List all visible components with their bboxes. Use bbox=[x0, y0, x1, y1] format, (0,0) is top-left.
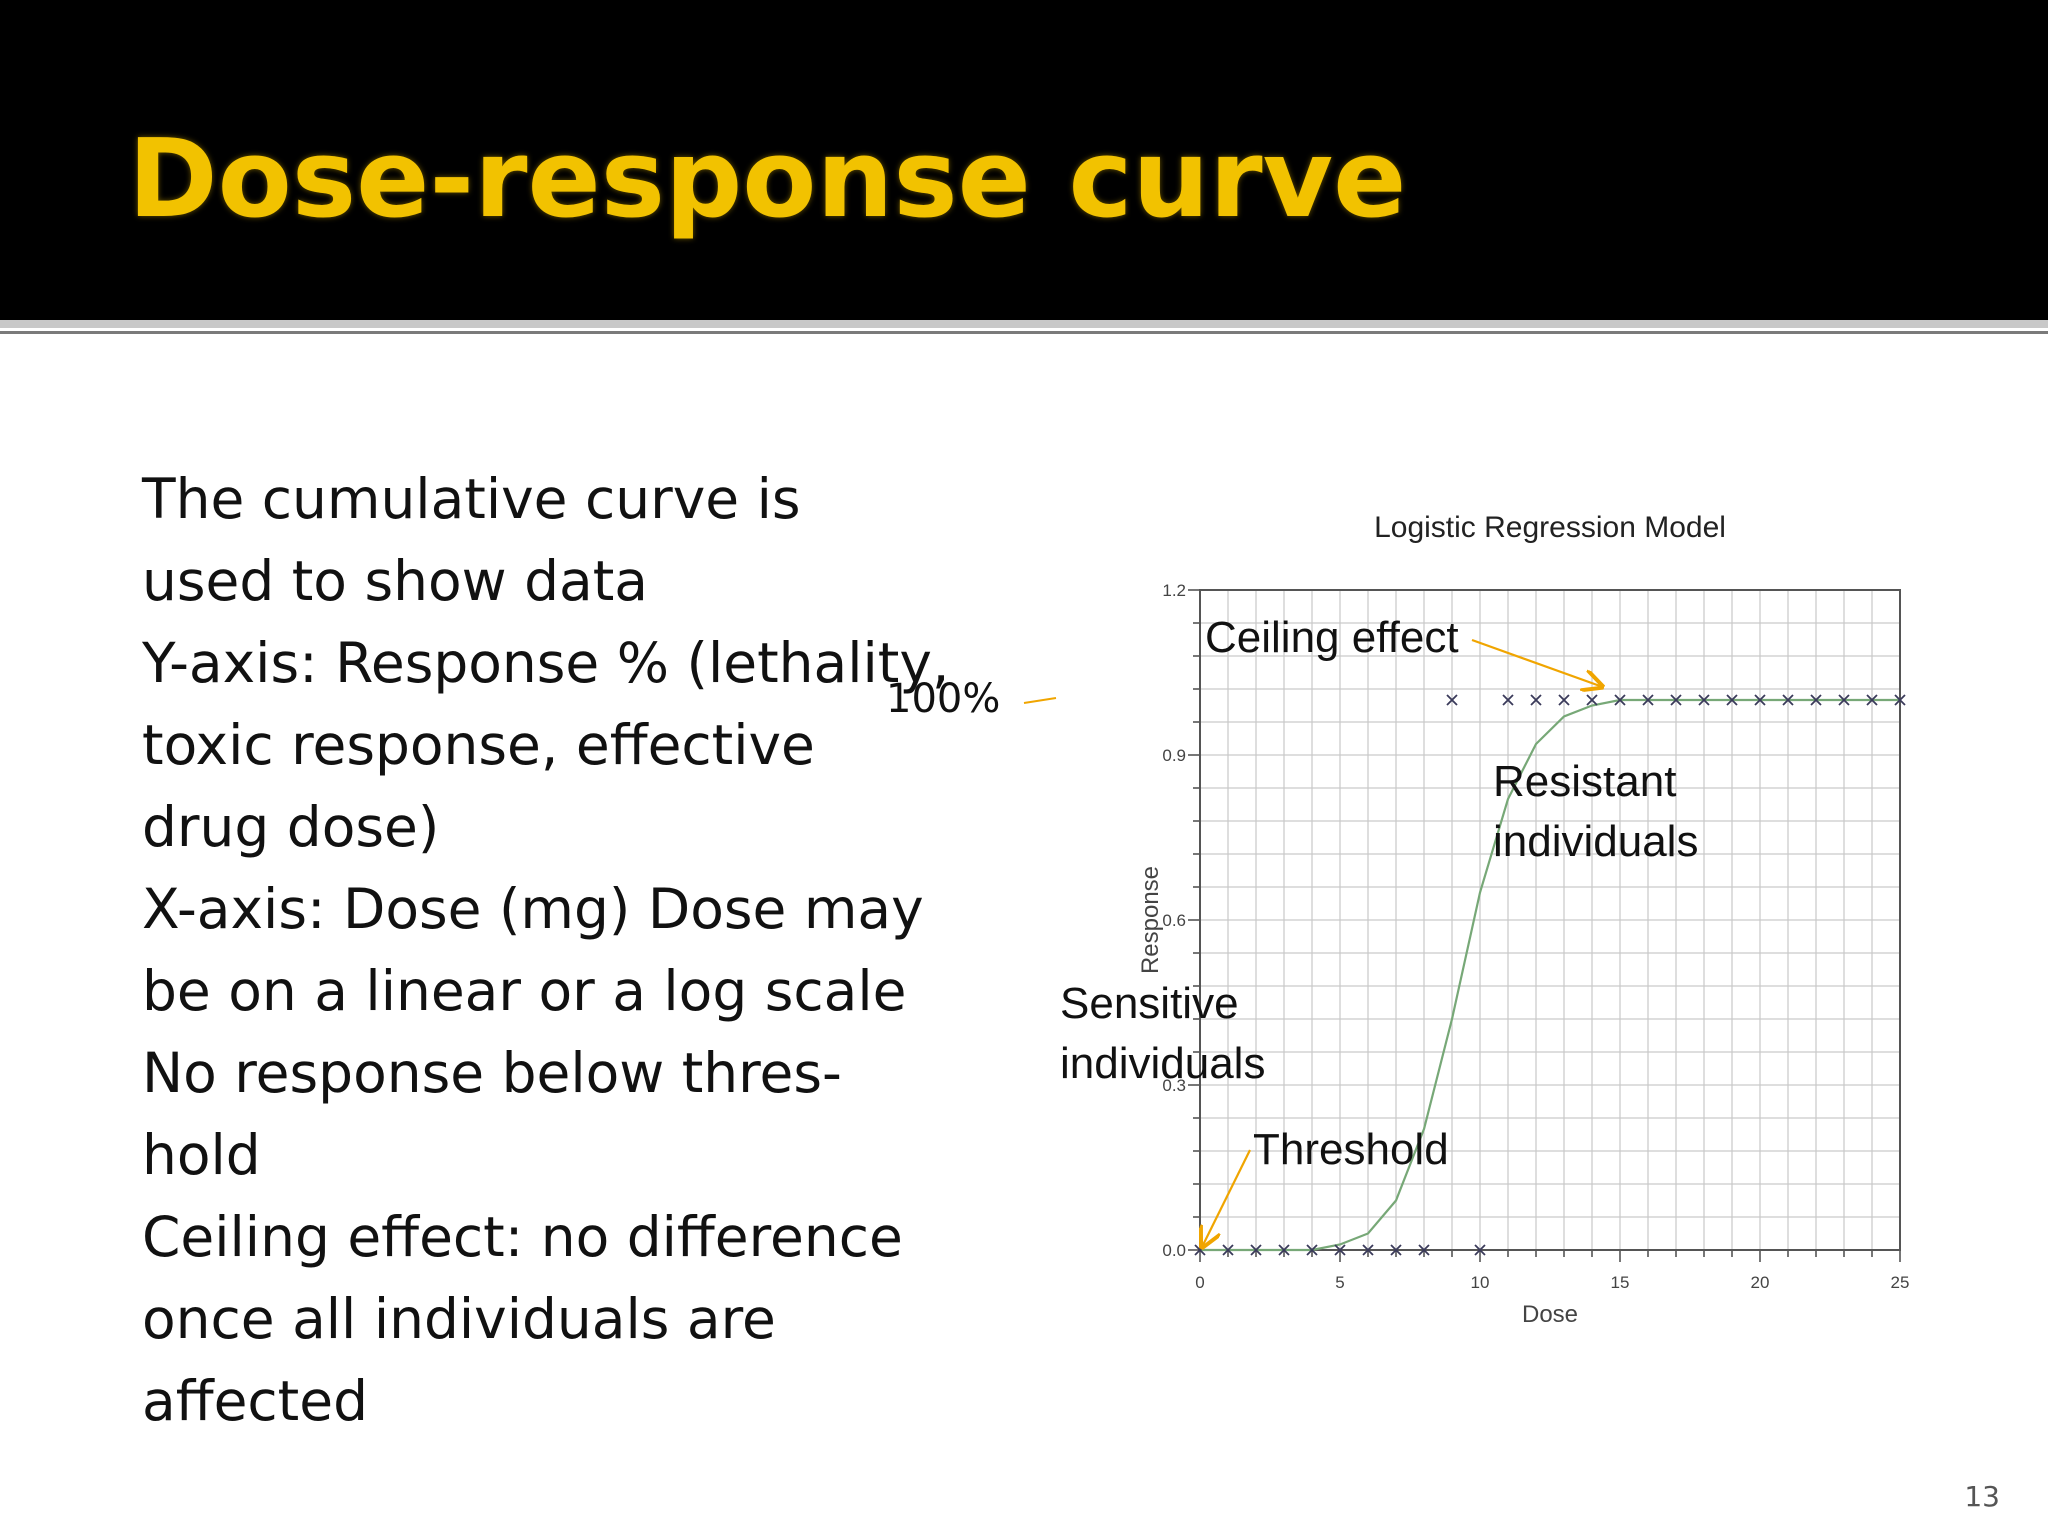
x-tick-label: 15 bbox=[1611, 1273, 1630, 1292]
data-point bbox=[1222, 1244, 1234, 1256]
data-point bbox=[1334, 1244, 1346, 1256]
y-tick-label: 0.6 bbox=[1162, 911, 1186, 930]
body-line: affected bbox=[142, 1369, 368, 1433]
axis-tick-labels: 0 5 10 15 20 25 0.0 0.3 0.6 0.9 1.2 bbox=[1162, 581, 1909, 1292]
title-bar: Dose-response curve bbox=[0, 0, 2048, 320]
chart-title: Logistic Regression Model bbox=[1374, 511, 1726, 544]
annotation-100-percent: 100% bbox=[886, 676, 1000, 722]
chart-grid bbox=[1200, 590, 1900, 1250]
body-line: be on a linear or a log scale bbox=[142, 959, 907, 1023]
y-axis-label: Response bbox=[1137, 866, 1164, 974]
y-tick-label: 1.2 bbox=[1162, 581, 1186, 600]
body-line: drug dose) bbox=[142, 795, 440, 859]
divider-line bbox=[0, 320, 2048, 328]
data-point bbox=[1418, 1244, 1430, 1256]
data-point bbox=[1614, 694, 1626, 706]
y-tick-label: 0.0 bbox=[1162, 1241, 1186, 1260]
data-point bbox=[1530, 694, 1542, 706]
x-tick-label: 20 bbox=[1751, 1273, 1770, 1292]
data-point bbox=[1810, 694, 1822, 706]
body-line: Y-axis: Response % (lethality, bbox=[142, 631, 950, 695]
body-text: The cumulative curve is used to show dat… bbox=[142, 458, 950, 1442]
annotation-resistant-individuals: Resistant individuals bbox=[1493, 757, 1698, 866]
data-point bbox=[1670, 694, 1682, 706]
x-tick-label: 0 bbox=[1195, 1273, 1204, 1292]
body-line: Ceiling effect: no difference bbox=[142, 1205, 903, 1269]
data-point bbox=[1698, 694, 1710, 706]
divider-line-shadow bbox=[0, 331, 2048, 334]
data-point bbox=[1278, 1244, 1290, 1256]
page-number: 13 bbox=[1964, 1480, 2000, 1513]
data-point bbox=[1474, 1244, 1486, 1256]
ceiling-arrow bbox=[1471, 638, 1600, 686]
body-line: used to show data bbox=[142, 549, 648, 613]
body-line: once all individuals are bbox=[142, 1287, 776, 1351]
data-point bbox=[1306, 1244, 1318, 1256]
body-line: toxic response, effective bbox=[142, 713, 815, 777]
data-point bbox=[1502, 694, 1514, 706]
100-percent-tick bbox=[1023, 697, 1057, 704]
data-points bbox=[1194, 694, 1906, 1256]
data-point bbox=[1726, 694, 1738, 706]
body-line: hold bbox=[142, 1123, 261, 1187]
axis-ticks bbox=[1188, 589, 1901, 1262]
data-point bbox=[1782, 694, 1794, 706]
body-line: X-axis: Dose (mg) Dose may bbox=[142, 877, 924, 941]
data-point bbox=[1838, 694, 1850, 706]
annotation-sensitive-individuals: Sensitive individuals bbox=[1060, 979, 1265, 1088]
data-point bbox=[1250, 1244, 1262, 1256]
data-point bbox=[1446, 694, 1458, 706]
data-point bbox=[1362, 1244, 1374, 1256]
slide-title: Dose-response curve bbox=[128, 117, 1407, 242]
data-point bbox=[1558, 694, 1570, 706]
data-point bbox=[1754, 694, 1766, 706]
data-point bbox=[1642, 694, 1654, 706]
threshold-arrow bbox=[1203, 1149, 1251, 1245]
y-tick-label: 0.9 bbox=[1162, 746, 1186, 765]
body-line: No response below thres- bbox=[142, 1041, 842, 1105]
data-point bbox=[1894, 694, 1906, 706]
data-point bbox=[1866, 694, 1878, 706]
body-line: The cumulative curve is bbox=[142, 467, 801, 531]
x-tick-label: 25 bbox=[1891, 1273, 1910, 1292]
data-point bbox=[1586, 694, 1598, 706]
annotation-ceiling-effect: Ceiling effect bbox=[1205, 613, 1459, 662]
x-tick-label: 10 bbox=[1471, 1273, 1490, 1292]
fit-curve bbox=[1200, 698, 1900, 1252]
annotation-threshold: Threshold bbox=[1253, 1125, 1449, 1174]
x-tick-label: 5 bbox=[1335, 1273, 1344, 1292]
data-point bbox=[1390, 1244, 1402, 1256]
y-tick-label: 0.3 bbox=[1162, 1076, 1186, 1095]
x-axis-label: Dose bbox=[1522, 1301, 1578, 1328]
